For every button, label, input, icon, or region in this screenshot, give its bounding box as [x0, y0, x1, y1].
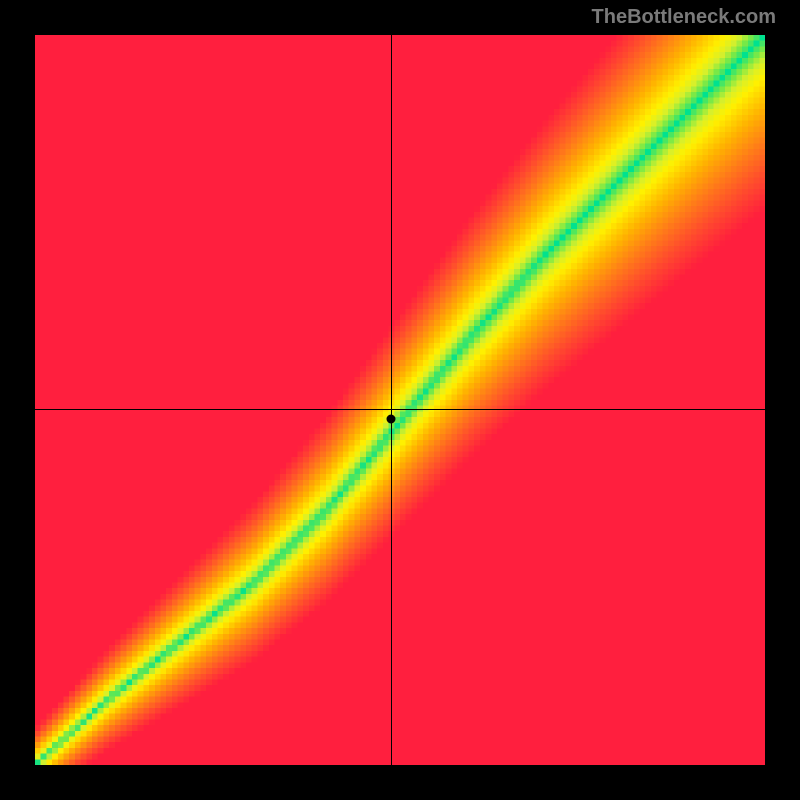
bottleneck-heatmap	[35, 35, 765, 765]
watermark-text: TheBottleneck.com	[592, 6, 776, 29]
selection-marker[interactable]	[386, 414, 395, 423]
plot-area	[35, 35, 765, 765]
crosshair-horizontal	[35, 409, 765, 410]
crosshair-vertical	[391, 35, 392, 765]
